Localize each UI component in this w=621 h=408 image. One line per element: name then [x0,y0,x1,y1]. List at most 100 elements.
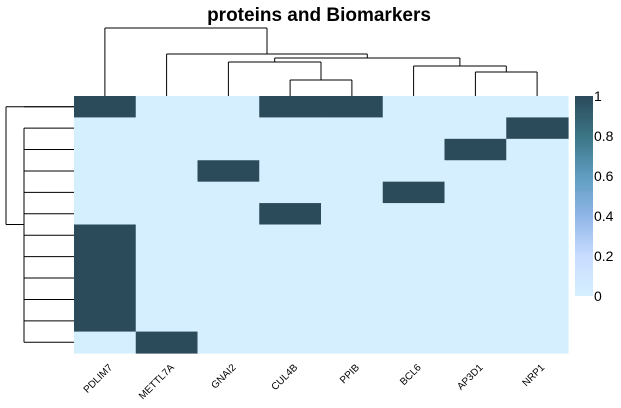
heatmap-cell-r3-c0 [74,160,137,183]
heatmap-cell-r0-c4 [321,96,384,119]
heatmap-cell-r1-c1 [135,117,199,140]
heatmap-cell-r7-c0 [74,245,137,268]
column-label-mettl7a: METTL7A [137,362,177,402]
heatmap-cell-r9-c1 [135,288,199,311]
heatmap-cell-r1-c4 [321,117,384,140]
heatmap-cell-r1-c5 [382,117,446,140]
heatmap-cell-r0-c1 [135,96,199,119]
heatmap-cell-r6-c3 [259,224,322,247]
heatmap-cell-r9-c6 [444,288,507,311]
heatmap-cell-r8-c0 [74,267,137,290]
heatmap-cell-r3-c2 [197,160,260,183]
heatmap-cell-r7-c5 [382,245,446,268]
heatmap-cell-r6-c0 [74,224,137,247]
heatmap-cell-r1-c0 [74,117,137,140]
heatmap-cell-r9-c2 [197,288,260,311]
heatmap-cell-r2-c2 [197,138,260,161]
heatmap-cell-r1-c2 [197,117,260,140]
heatmap-cell-r7-c7 [506,245,569,268]
heatmap-cell-r8-c7 [506,267,569,290]
heatmap-cell-r7-c2 [197,245,260,268]
heatmap-cell-r9-c7 [506,288,569,311]
heatmap-cells [74,96,569,354]
heatmap-cell-r11-c3 [259,331,322,354]
heatmap-cell-r9-c5 [382,288,446,311]
column-label-bcl6: BCL6 [398,362,424,388]
heatmap-cell-r5-c3 [259,203,322,226]
heatmap-cell-r3-c1 [135,160,199,183]
column-label-pdlim7: PDLIM7 [82,362,116,396]
heatmap-cell-r7-c1 [135,245,199,268]
heatmap-cell-r1-c6 [444,117,507,140]
heatmap-cell-r10-c4 [321,310,384,333]
heatmap-cell-r11-c1 [135,331,199,354]
heatmap-cell-r6-c4 [321,224,384,247]
heatmap-cell-r4-c5 [382,181,446,204]
heatmap-cell-r10-c6 [444,310,507,333]
legend-tick-label: 0.6 [594,168,614,184]
heatmap-cell-r1-c7 [506,117,569,140]
heatmap-cell-r3-c6 [444,160,507,183]
heatmap-cell-r8-c5 [382,267,446,290]
legend-color-bar [575,96,593,296]
heatmap-cell-r8-c4 [321,267,384,290]
color-legend: 0 0.2 0.4 0.6 0.8 1 [575,88,614,304]
heatmap-cell-r9-c4 [321,288,384,311]
heatmap-cell-r11-c6 [444,331,507,354]
heatmap-cell-r5-c4 [321,203,384,226]
heatmap-cell-r5-c0 [74,203,137,226]
legend-tick-label: 1 [594,88,602,104]
heatmap-cell-r0-c0 [74,96,137,119]
heatmap-cell-r5-c2 [197,203,260,226]
legend-tick-label: 0.8 [594,128,614,144]
legend-tick-label: 0.4 [594,208,614,224]
heatmap-cell-r5-c6 [444,203,507,226]
heatmap-cell-r4-c1 [135,181,199,204]
heatmap-cell-r11-c5 [382,331,446,354]
heatmap-cell-r4-c4 [321,181,384,204]
heatmap-cell-r2-c4 [321,138,384,161]
heatmap-cell-r0-c6 [444,96,507,119]
heatmap-cell-r6-c6 [444,224,507,247]
heatmap-cell-r3-c4 [321,160,384,183]
heatmap-cell-r0-c3 [259,96,322,119]
heatmap-cell-r10-c5 [382,310,446,333]
heatmap-cell-r7-c4 [321,245,384,268]
heatmap-cell-r8-c2 [197,267,260,290]
chart-title: proteins and Biomarkers [207,5,431,26]
heatmap-cell-r7-c3 [259,245,322,268]
heatmap-cell-r4-c0 [74,181,137,204]
heatmap-cell-r5-c1 [135,203,199,226]
heatmap-cell-r2-c7 [506,138,569,161]
heatmap-cell-r8-c3 [259,267,322,290]
heatmap-cell-r2-c6 [444,138,507,161]
heatmap-cell-r2-c1 [135,138,199,161]
heatmap-cell-r10-c1 [135,310,199,333]
heatmap-cell-r2-c5 [382,138,446,161]
column-labels: PDLIM7 METTL7A GNAI2 CUL4B PPIB BCL6 AP3D1 NRP1 [82,362,548,402]
heatmap-cell-r10-c2 [197,310,260,333]
heatmap-cell-r1-c3 [259,117,322,140]
heatmap-cell-r11-c4 [321,331,384,354]
heatmap-cell-r0-c2 [197,96,260,119]
heatmap-cell-r6-c7 [506,224,569,247]
column-label-nrp1: NRP1 [521,362,548,389]
heatmap-cell-r11-c2 [197,331,260,354]
column-label-ppib: PPIB [338,362,362,386]
heatmap-cell-r4-c6 [444,181,507,204]
heatmap-cell-r6-c2 [197,224,260,247]
column-label-ap3d1: AP3D1 [455,362,485,392]
heatmap-cell-r8-c1 [135,267,199,290]
heatmap-cell-r11-c7 [506,331,569,354]
heatmap-cell-r4-c7 [506,181,569,204]
heatmap-cell-r6-c1 [135,224,199,247]
heatmap-cell-r10-c0 [74,310,137,333]
heatmap-cell-r5-c5 [382,203,446,226]
heatmap-cell-r5-c7 [506,203,569,226]
heatmap-cell-r2-c3 [259,138,322,161]
column-dendrogram [104,27,538,96]
heatmap-cell-r10-c7 [506,310,569,333]
heatmap-cell-r10-c3 [259,310,322,333]
heatmap-cell-r4-c3 [259,181,322,204]
legend-tick-label: 0 [594,288,602,304]
